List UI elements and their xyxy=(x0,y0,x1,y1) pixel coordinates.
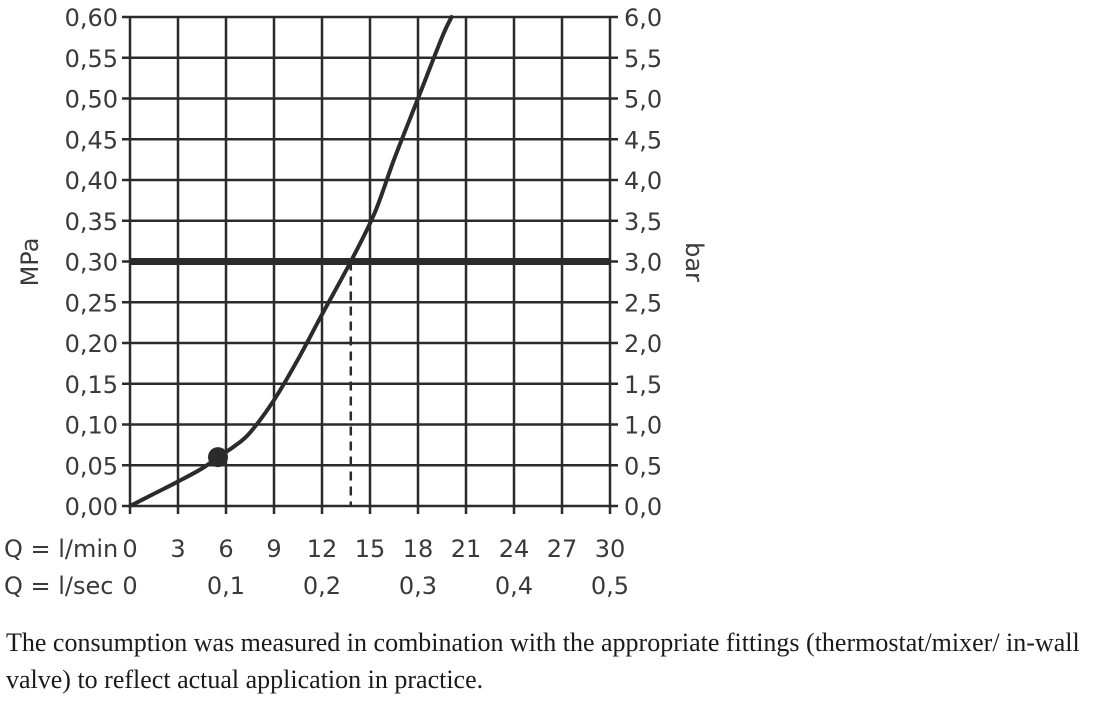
flow-pressure-chart: 0,00 0,00,05 0,50,10 1,00,15 1,50,20 2,00,25 2… xyxy=(4,4,708,600)
y-right-tick-label: 4,5 xyxy=(624,126,662,154)
chart-ticks xyxy=(122,15,618,514)
x-tick-label-lmin: 12 xyxy=(307,535,338,563)
x-tick-label-lmin: 6 xyxy=(218,535,233,563)
x-tick-label-lmin: 0 xyxy=(122,535,137,563)
y-right-tick-label: 5,0 xyxy=(624,86,662,114)
x-axis-label-lsec: Q = l/sec xyxy=(4,572,113,600)
y-right-axis-label: bar xyxy=(680,242,708,282)
y-left-tick-label: 0,45 xyxy=(65,126,118,154)
x-tick-label-lmin: 15 xyxy=(355,535,386,563)
y-left-tick-label: 0,10 xyxy=(65,412,118,440)
x-tick-label-lmin: 30 xyxy=(595,535,626,563)
y-right-tick-label: 0,5 xyxy=(624,452,662,480)
y-left-tick-label: 0,55 xyxy=(65,45,118,73)
y-left-tick-label: 0,30 xyxy=(65,249,118,277)
y-left-tick-label: 0,05 xyxy=(65,452,118,480)
x-tick-label-lsec: 0 xyxy=(122,572,137,600)
y-left-tick-label: 0,15 xyxy=(65,371,118,399)
y-left-tick-label: 0,35 xyxy=(65,208,118,236)
x-tick-label-lsec: 0,5 xyxy=(591,572,629,600)
y-left-tick-label: 0,40 xyxy=(65,167,118,195)
x-tick-label-lsec: 0,1 xyxy=(207,572,245,600)
x-tick-label-lsec: 0,4 xyxy=(495,572,533,600)
x-tick-label-lmin: 9 xyxy=(266,535,281,563)
y-right-tick-label: 2,0 xyxy=(624,330,662,358)
x-tick-label-lmin: 18 xyxy=(403,535,434,563)
y-right-tick-label: 2,5 xyxy=(624,289,662,317)
x-tick-label-lsec: 0,2 xyxy=(303,572,341,600)
flow-curve xyxy=(128,15,454,508)
y-right-tick-label: 0,0 xyxy=(624,493,662,521)
y-right-tick-label: 3,5 xyxy=(624,208,662,236)
y-left-tick-label: 0,60 xyxy=(65,4,118,32)
y-left-tick-label: 0,20 xyxy=(65,330,118,358)
y-right-tick-label: 4,0 xyxy=(624,167,662,195)
x-tick-label-lmin: 27 xyxy=(547,535,578,563)
y-left-tick-label: 0,50 xyxy=(65,86,118,114)
x-tick-label-lmin: 21 xyxy=(451,535,482,563)
chart-caption: The consumption was measured in combinat… xyxy=(6,628,1080,694)
y-right-tick-label: 1,5 xyxy=(624,371,662,399)
x-tick-label-lmin: 24 xyxy=(499,535,530,563)
y-left-axis-label: MPa xyxy=(16,238,44,287)
y-right-tick-label: 6,0 xyxy=(624,4,662,32)
x-tick-label-lsec: 0,3 xyxy=(399,572,437,600)
x-axis-label-lmin: Q = l/min xyxy=(4,535,118,563)
operating-point-marker xyxy=(208,447,228,468)
chart-marks xyxy=(128,15,610,508)
y-right-tick-label: 5,5 xyxy=(624,45,662,73)
x-tick-label-lmin: 3 xyxy=(170,535,185,563)
y-right-tick-label: 1,0 xyxy=(624,412,662,440)
y-right-tick-label: 3,0 xyxy=(624,249,662,277)
y-left-tick-label: 0,00 xyxy=(65,493,118,521)
chart-labels: 0,00 0,00,05 0,50,10 1,00,15 1,50,20 2,00,25 2… xyxy=(65,4,663,600)
y-left-tick-label: 0,25 xyxy=(65,289,118,317)
